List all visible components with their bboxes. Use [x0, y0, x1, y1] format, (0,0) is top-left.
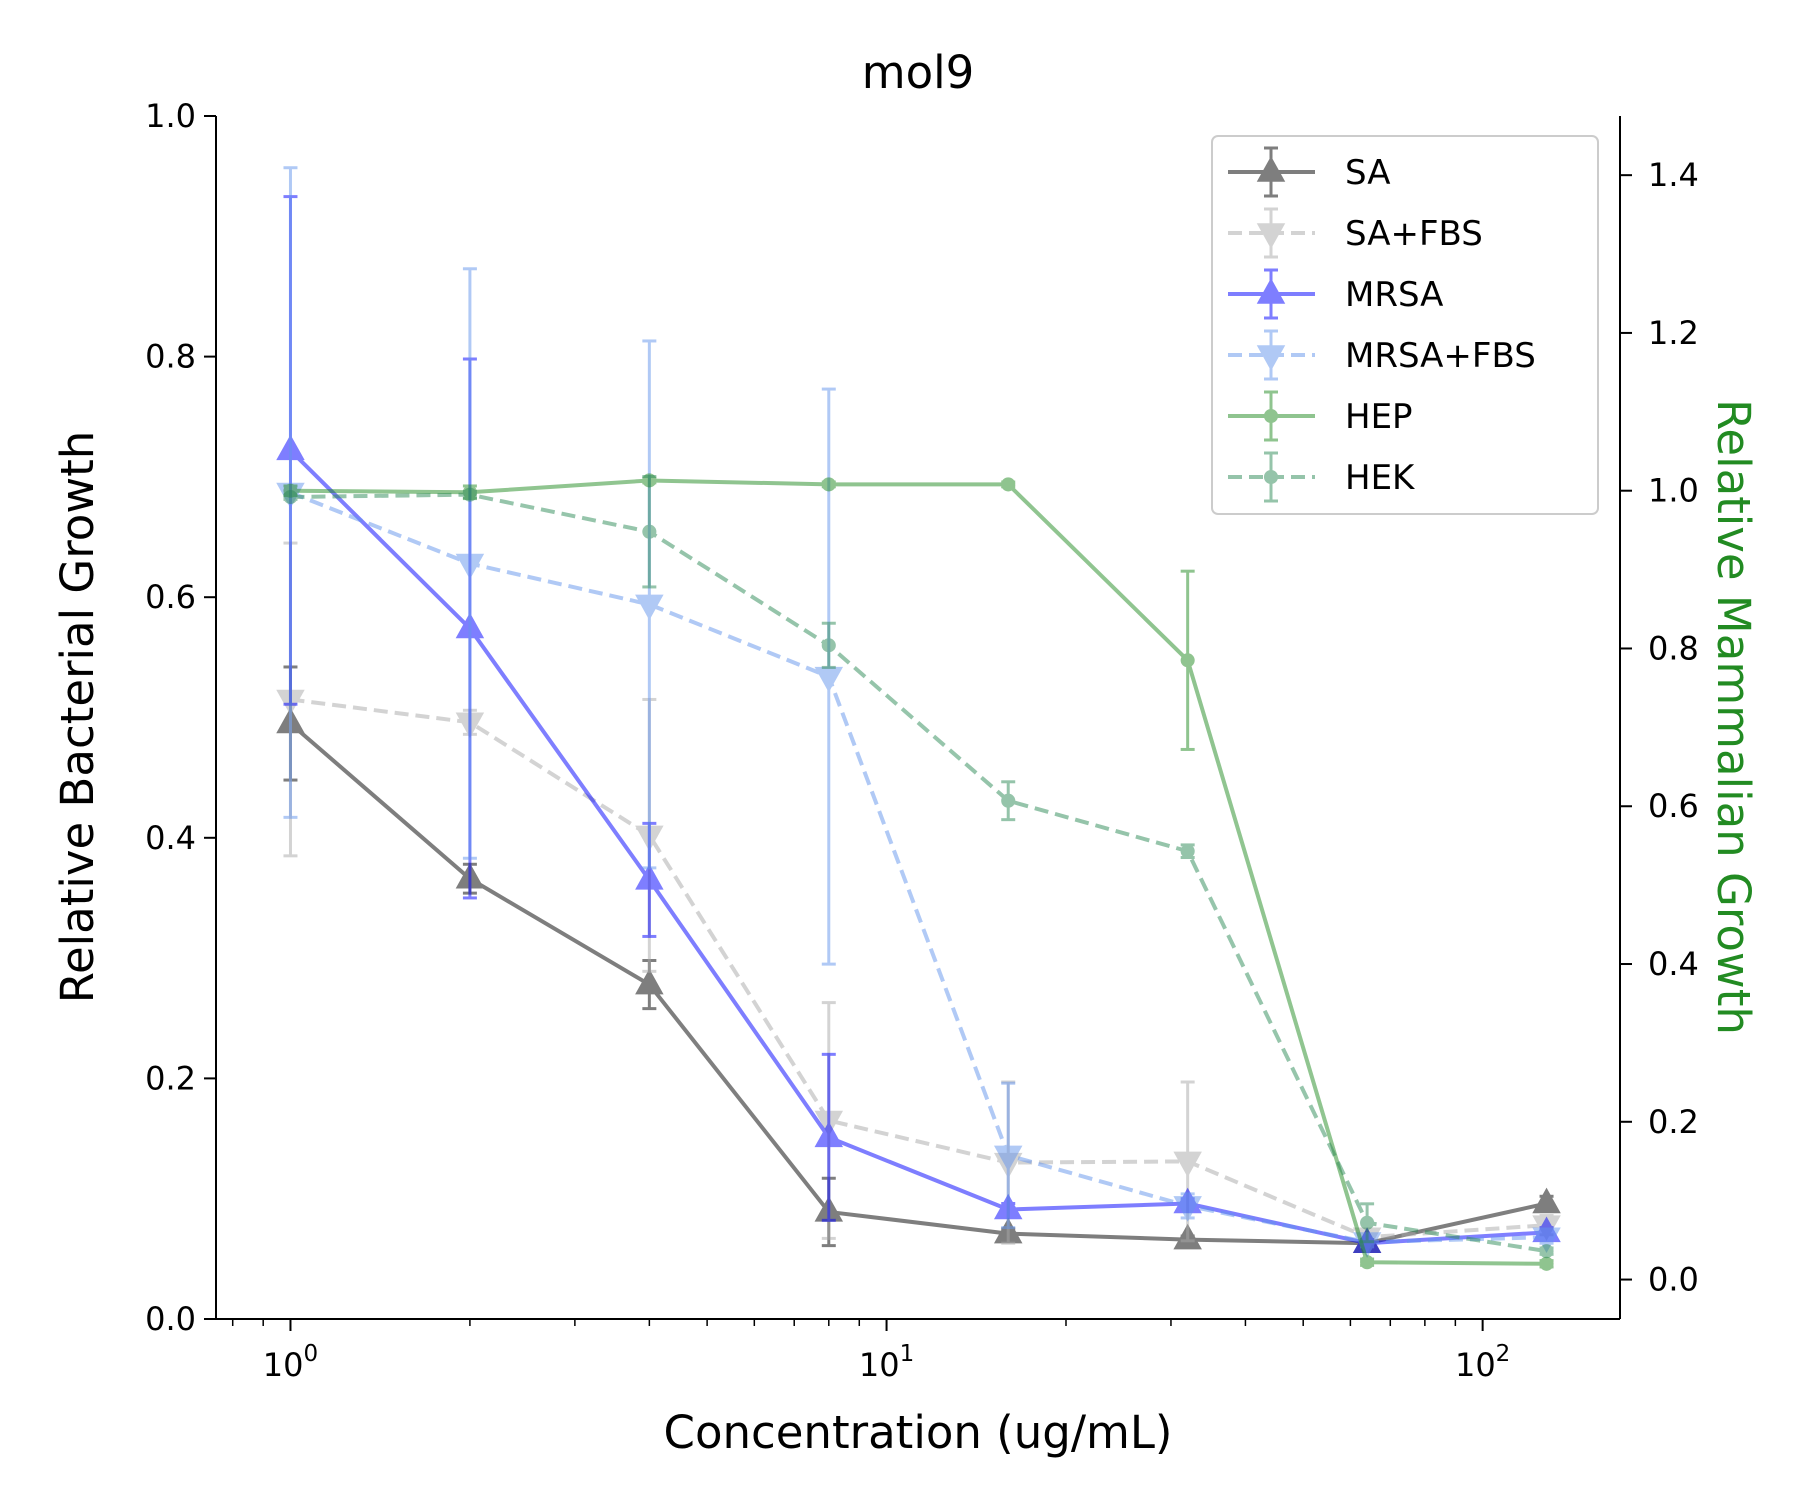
y2-tick-label: 1.4 — [1648, 156, 1699, 194]
series-line — [289, 490, 1547, 1245]
y-tick-label: 0.8 — [145, 338, 196, 376]
data-point — [1532, 1187, 1561, 1214]
legend-entry-mrsa — [1228, 268, 1315, 320]
data-point — [993, 1145, 1023, 1172]
y2-tick-label: 0.8 — [1648, 629, 1699, 667]
y2-tick-label: 0.0 — [1648, 1261, 1699, 1299]
x-tick-label-exponent: 0 — [304, 1341, 319, 1367]
legend-label: SA+FBS — [1345, 214, 1483, 254]
y2-tick-label: 0.2 — [1648, 1103, 1699, 1141]
data-point — [1001, 793, 1016, 808]
data-point — [635, 864, 664, 890]
data-point — [1539, 1256, 1554, 1271]
data-point — [635, 594, 664, 621]
y2-tick-label: 1.2 — [1648, 314, 1699, 352]
legend-entry-sa — [1228, 146, 1315, 198]
legend-label: HEP — [1345, 397, 1413, 437]
legend-marker — [1256, 223, 1286, 249]
series-line — [289, 722, 1547, 1246]
x-tick-label: 101 — [859, 1341, 914, 1384]
y-tick-label: 0.0 — [145, 1300, 196, 1338]
y-tick-label: 0.4 — [145, 819, 196, 857]
x-tick-label: 102 — [1455, 1341, 1510, 1384]
y2-tick-label: 1.0 — [1648, 472, 1699, 510]
series-hek — [283, 475, 1554, 1259]
data-point — [1539, 1244, 1554, 1259]
x-tick-label-exponent: 1 — [900, 1341, 915, 1367]
data-point — [455, 553, 485, 580]
legend: SA SA+FBS MRSA MRSA+FBS HEP HEK — [1211, 135, 1599, 515]
x-axis-label: Concentration (ug/mL) — [664, 1406, 1173, 1459]
y-tick-label: 0.2 — [145, 1059, 196, 1097]
data-point — [821, 638, 836, 653]
series-line — [290, 492, 1547, 1254]
data-point — [1173, 1196, 1202, 1222]
data-point — [1532, 1227, 1561, 1254]
data-point — [821, 477, 836, 492]
chart-title: mol9 — [862, 46, 975, 99]
x-tick-label-base: 10 — [1455, 1346, 1496, 1384]
data-point — [635, 968, 664, 995]
legend-marker — [1263, 408, 1279, 424]
data-point — [1001, 477, 1016, 492]
series-line — [290, 697, 1547, 1240]
x-tick-label-exponent: 2 — [1496, 1341, 1511, 1367]
series-line — [289, 449, 1547, 1246]
legend-marker — [1263, 469, 1279, 485]
series-line — [290, 478, 1547, 1266]
data-point — [1360, 1255, 1375, 1270]
data-point — [1360, 1215, 1375, 1230]
legend-entry-mrsa-fbs — [1228, 329, 1315, 381]
legend-label: HEK — [1345, 458, 1416, 498]
legend-label: SA — [1345, 153, 1390, 193]
data-point — [1180, 653, 1195, 668]
y-tick-label: 0.6 — [145, 578, 196, 616]
data-point — [1180, 844, 1195, 859]
legend-frame — [1211, 135, 1599, 515]
tick-marks: 100 101 1020.00.20.40.60.81.00.00.20.40.60… — [145, 97, 1699, 1384]
legend-entry-hep — [1228, 390, 1315, 442]
legend-entry-hek — [1228, 451, 1315, 503]
data-point — [642, 524, 657, 539]
data-point — [814, 1121, 844, 1148]
x-tick-label-base: 10 — [263, 1346, 304, 1384]
y-axis-label: Relative Bacterial Growth — [51, 431, 104, 1004]
plot-area — [276, 166, 1561, 1271]
legend-marker — [1256, 345, 1286, 371]
y2-tick-label: 0.6 — [1648, 787, 1699, 825]
data-point — [814, 666, 844, 693]
x-tick-label: 100 — [263, 1341, 318, 1384]
x-tick-label-base: 10 — [859, 1346, 900, 1384]
data-point — [283, 489, 298, 505]
y2-tick-label: 0.4 — [1648, 945, 1699, 983]
legend-label: MRSA+FBS — [1345, 336, 1536, 376]
axes — [215, 116, 1621, 1320]
data-point — [462, 487, 477, 502]
data-point — [1173, 1151, 1202, 1178]
y-tick-label: 1.0 — [145, 97, 196, 135]
legend-entry-sa-fbs — [1228, 207, 1315, 259]
legend-marker — [1256, 156, 1286, 182]
y2-axis-label: Relative Mammalian Growth — [1707, 399, 1760, 1035]
legend-marker — [1256, 278, 1286, 304]
legend-label: MRSA — [1345, 275, 1443, 315]
